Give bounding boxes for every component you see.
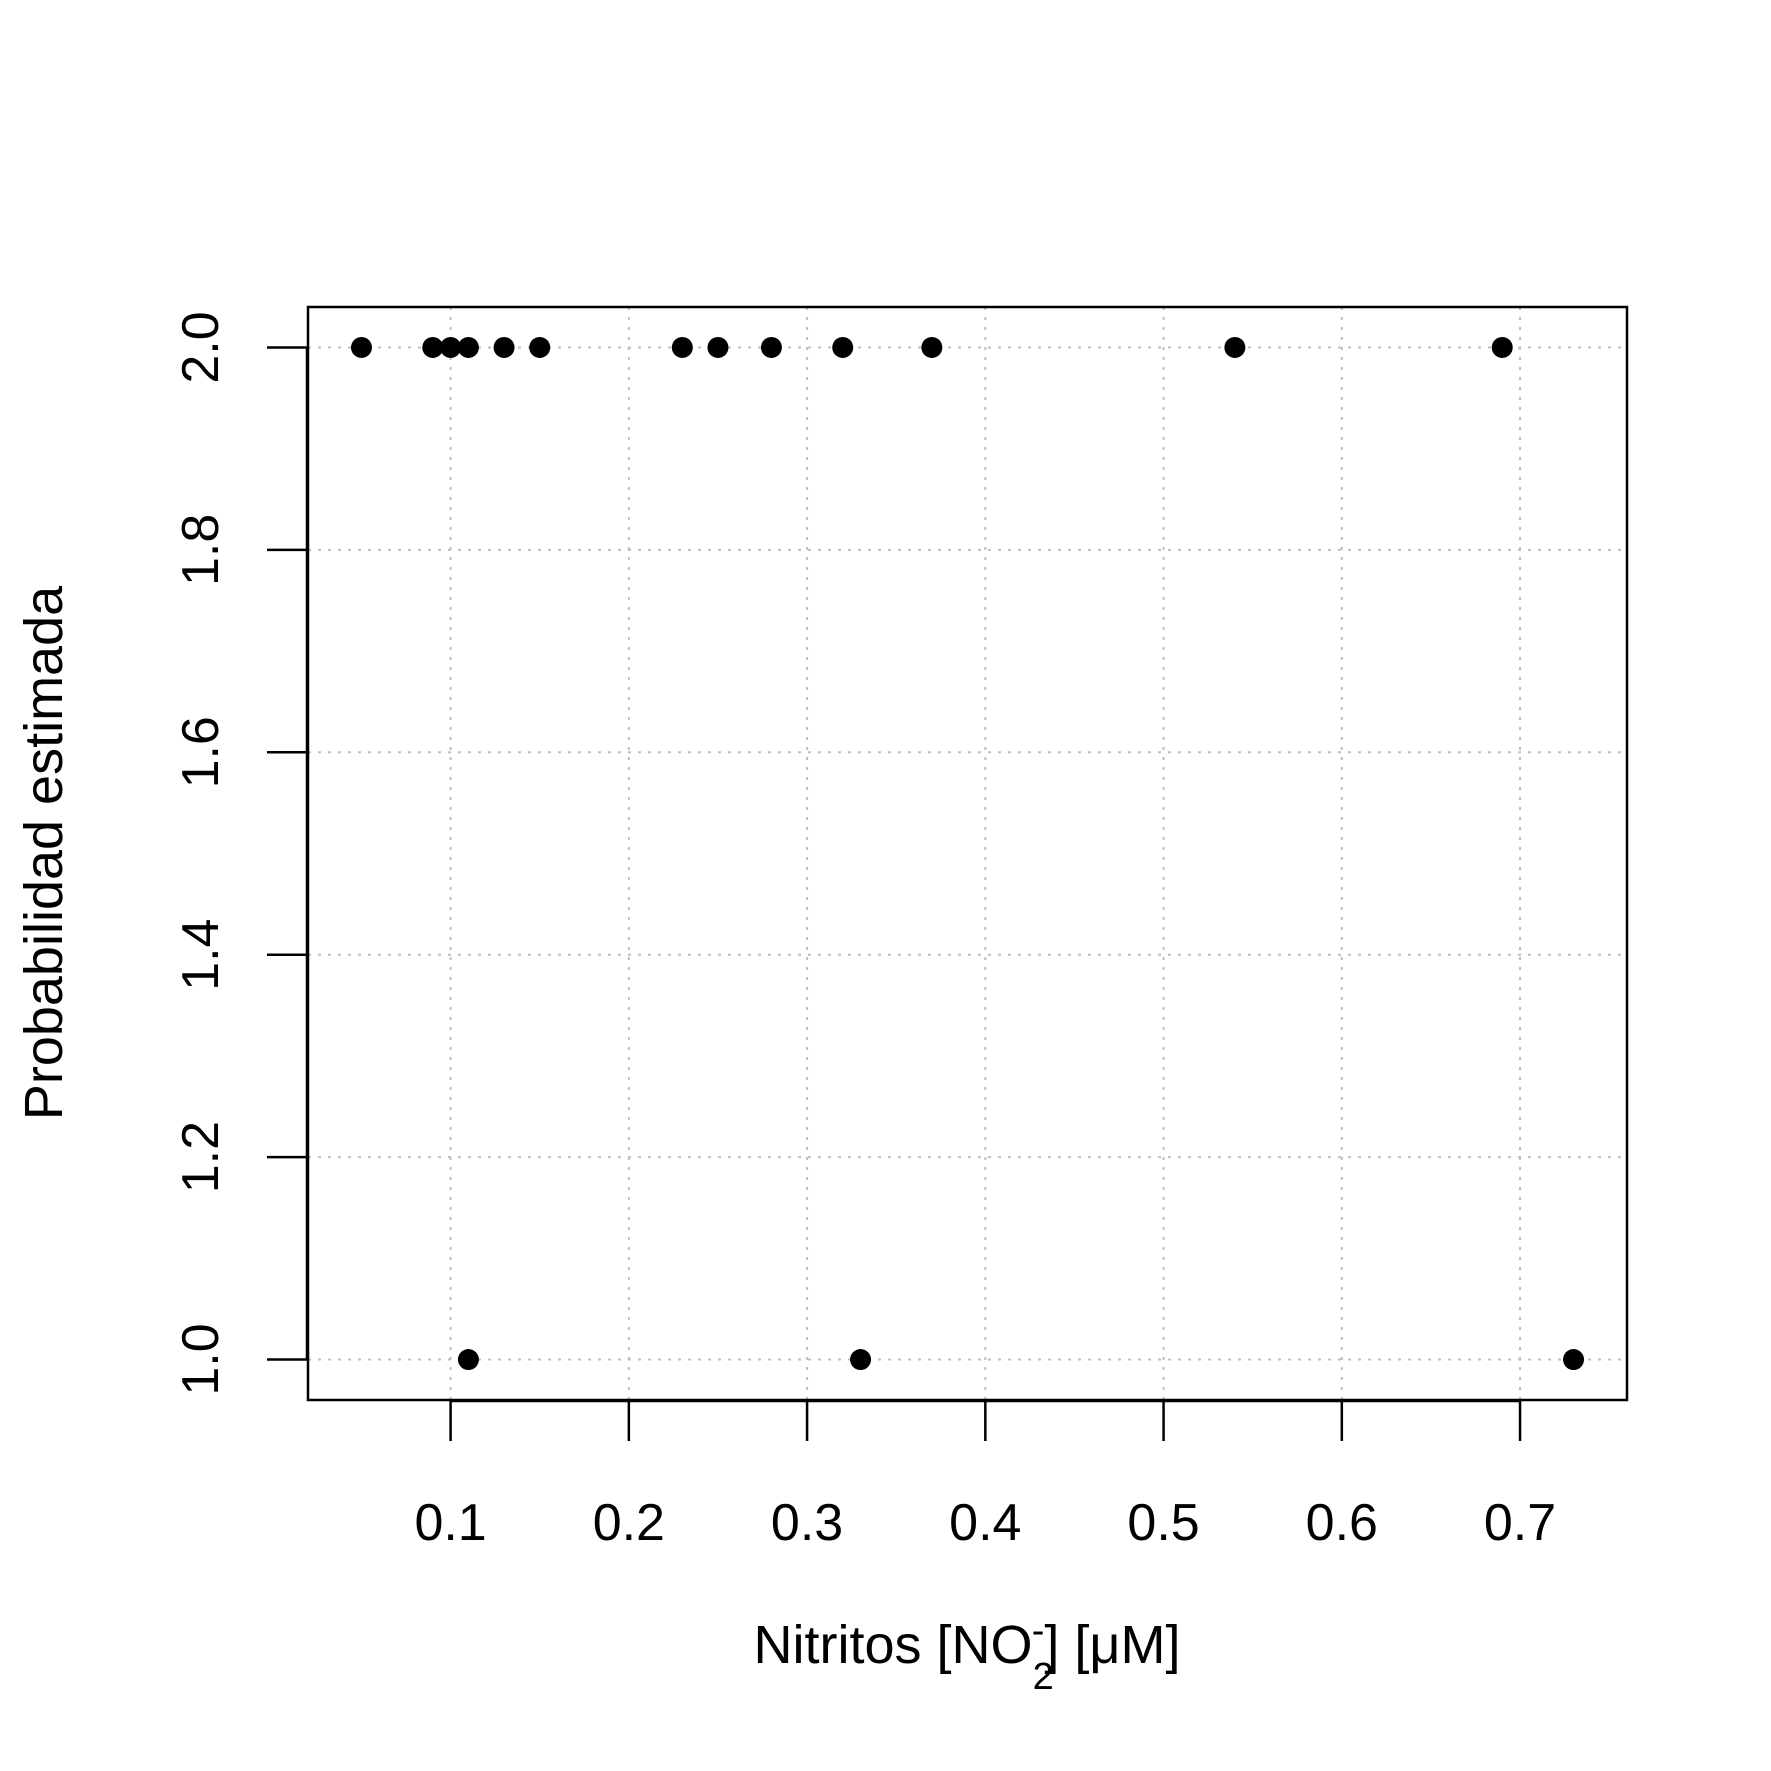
x-tick-label: 0.1 (414, 1494, 486, 1552)
x-axis-title-suffix: ] [μM] (1044, 1615, 1180, 1675)
x-tick-label: 0.3 (771, 1494, 843, 1552)
x-tick-label: 0.6 (1306, 1494, 1378, 1552)
data-point (921, 336, 943, 358)
data-point (1224, 336, 1246, 358)
x-axis-title: Nitritos [NO2-] [μM] (754, 1610, 1181, 1698)
data-point (457, 1349, 479, 1371)
y-tick-label: 1.2 (172, 1121, 230, 1193)
grid (308, 307, 1627, 1400)
data-point (350, 336, 372, 358)
data-point (850, 1349, 872, 1371)
x-tick-label: 0.2 (593, 1494, 665, 1552)
x-axis-title-superscript: - (1032, 1610, 1045, 1652)
data-point (1491, 336, 1513, 358)
data-point (671, 336, 693, 358)
y-tick-label: 1.8 (172, 514, 230, 586)
data-point (760, 336, 782, 358)
plot-frame (306, 305, 1629, 1402)
data-point (707, 336, 729, 358)
y-tick-label: 2.0 (172, 311, 230, 383)
data-point (1563, 1349, 1585, 1371)
x-axis-title-subscript: 2 (1033, 1656, 1054, 1698)
x-tick-label: 0.7 (1484, 1494, 1556, 1552)
y-tick-label: 1.0 (172, 1323, 230, 1395)
y-axis-title: Probabilidad estimada (14, 585, 74, 1120)
y-tick-label: 1.4 (172, 919, 230, 991)
x-axis-title-prefix: Nitritos [NO (754, 1615, 1033, 1675)
data-point (440, 336, 462, 358)
data-point (457, 336, 479, 358)
data-point (493, 336, 515, 358)
data-point (832, 336, 854, 358)
y-tick-label: 1.6 (172, 716, 230, 788)
data-point (529, 336, 551, 358)
x-tick-label: 0.4 (949, 1494, 1021, 1552)
data-points (350, 336, 1585, 1371)
data-point (422, 336, 444, 358)
x-tick-label: 0.5 (1127, 1494, 1199, 1552)
